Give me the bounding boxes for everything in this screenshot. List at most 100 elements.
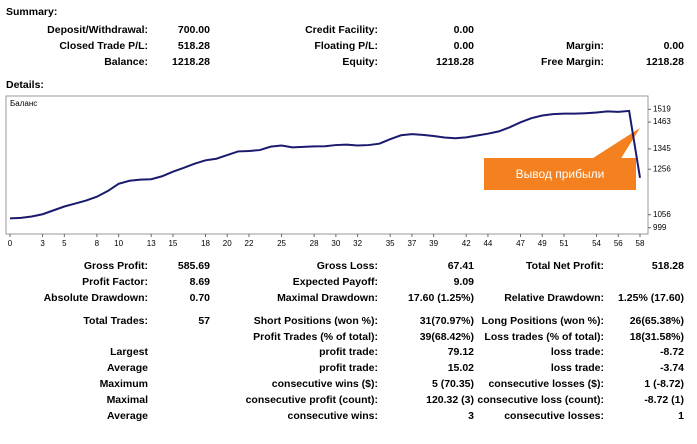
label: Short Positions (won %): — [254, 315, 378, 327]
value: 57 — [198, 315, 210, 327]
label: Total Trades: — [83, 315, 148, 327]
y-tick-label: 1056 — [653, 210, 671, 219]
label: Credit Facility: — [305, 24, 378, 36]
label: consecutive losses: — [504, 410, 604, 422]
label: Margin: — [566, 40, 604, 52]
label: Largest — [110, 346, 148, 358]
details-title: Details: — [6, 79, 44, 91]
value: 1218.28 — [646, 56, 684, 68]
x-tick-label: 10 — [114, 239, 123, 248]
x-tick-label: 42 — [462, 239, 471, 248]
label: Long Positions (won %): — [482, 315, 604, 327]
x-tick-label: 32 — [353, 239, 362, 248]
label: Gross Loss: — [317, 260, 378, 272]
value: 8.69 — [190, 276, 211, 288]
x-tick-label: 54 — [592, 239, 601, 248]
callout-box — [484, 158, 636, 190]
value: 18(31.58%) — [630, 331, 684, 343]
x-tick-label: 49 — [538, 239, 547, 248]
series-label: Баланс — [10, 99, 37, 108]
value: 26(65.38%) — [630, 315, 684, 327]
label: consecutive wins ($): — [272, 378, 378, 390]
y-tick-label: 1519 — [653, 104, 671, 113]
label: loss trade: — [551, 362, 604, 374]
value: 1 — [678, 410, 684, 422]
label: Floating P/L: — [314, 40, 378, 52]
x-tick-label: 39 — [429, 239, 438, 248]
value: 1.25% (17.60) — [618, 292, 684, 304]
y-tick-label: 1256 — [653, 164, 671, 173]
x-tick-label: 20 — [223, 239, 232, 248]
value: 700.00 — [178, 24, 210, 36]
x-tick-label: 0 — [8, 239, 13, 248]
label: Profit Trades (% of total): — [253, 331, 378, 343]
value: 3 — [468, 410, 474, 422]
value: 0.00 — [454, 24, 475, 36]
y-tick-label: 1463 — [653, 117, 671, 126]
label: profit trade: — [319, 362, 378, 374]
value: 1218.28 — [172, 56, 210, 68]
y-tick-label: 999 — [653, 223, 667, 232]
x-tick-label: 22 — [245, 239, 254, 248]
y-tick-label: 1345 — [653, 144, 671, 153]
label: Absolute Drawdown: — [44, 292, 148, 304]
callout-text: Вывод прибыли — [516, 167, 605, 181]
label: consecutive profit (count): — [246, 394, 378, 406]
x-tick-label: 28 — [310, 239, 319, 248]
x-tick-label: 3 — [40, 239, 45, 248]
x-tick-label: 58 — [636, 239, 645, 248]
value: 0.00 — [454, 40, 475, 52]
x-tick-label: 25 — [277, 239, 286, 248]
value: -3.74 — [660, 362, 684, 374]
label: Total Net Profit: — [526, 260, 604, 272]
value: 67.41 — [448, 260, 474, 272]
label: loss trade: — [551, 346, 604, 358]
label: Average — [107, 362, 148, 374]
label: Free Margin: — [541, 56, 604, 68]
label: Profit Factor: — [82, 276, 148, 288]
x-tick-label: 35 — [386, 239, 395, 248]
value: 5 (70.35) — [432, 378, 474, 390]
callout-pointer — [590, 128, 640, 160]
x-tick-label: 51 — [560, 239, 569, 248]
label: Maximal — [107, 394, 149, 406]
label: Equity: — [342, 56, 378, 68]
value: -8.72 (1) — [644, 394, 684, 406]
label: Balance: — [104, 56, 148, 68]
value: 1218.28 — [436, 56, 474, 68]
value: 9.09 — [454, 276, 475, 288]
value: 15.02 — [448, 362, 474, 374]
label: Maximal Drawdown: — [277, 292, 378, 304]
x-tick-label: 5 — [62, 239, 67, 248]
label: Expected Payoff: — [293, 276, 378, 288]
x-tick-label: 18 — [201, 239, 210, 248]
value: 39(68.42%) — [420, 331, 474, 343]
value: -8.72 — [660, 346, 684, 358]
value: 79.12 — [448, 346, 474, 358]
value: 0.00 — [664, 40, 685, 52]
value: 1 (-8.72) — [644, 378, 684, 390]
label: Deposit/Withdrawal: — [47, 24, 148, 36]
value: 120.32 (3) — [426, 394, 474, 406]
label: consecutive wins: — [288, 410, 378, 422]
label: Relative Drawdown: — [504, 292, 604, 304]
value: 585.69 — [178, 260, 210, 272]
x-tick-label: 30 — [331, 239, 340, 248]
x-tick-label: 13 — [147, 239, 156, 248]
x-tick-label: 15 — [168, 239, 177, 248]
x-tick-label: 56 — [614, 239, 623, 248]
label: Loss trades (% of total): — [484, 331, 604, 343]
value: 518.28 — [178, 40, 210, 52]
value: 17.60 (1.25%) — [408, 292, 474, 304]
value: 0.70 — [190, 292, 211, 304]
label: Average — [107, 410, 148, 422]
x-tick-label: 44 — [483, 239, 492, 248]
label: Gross Profit: — [84, 260, 148, 272]
value: 31(70.97%) — [420, 315, 474, 327]
value: 518.28 — [652, 260, 684, 272]
label: consecutive losses ($): — [488, 378, 604, 390]
x-tick-label: 47 — [516, 239, 525, 248]
balance-line — [9, 109, 641, 220]
label: Closed Trade P/L: — [59, 40, 148, 52]
